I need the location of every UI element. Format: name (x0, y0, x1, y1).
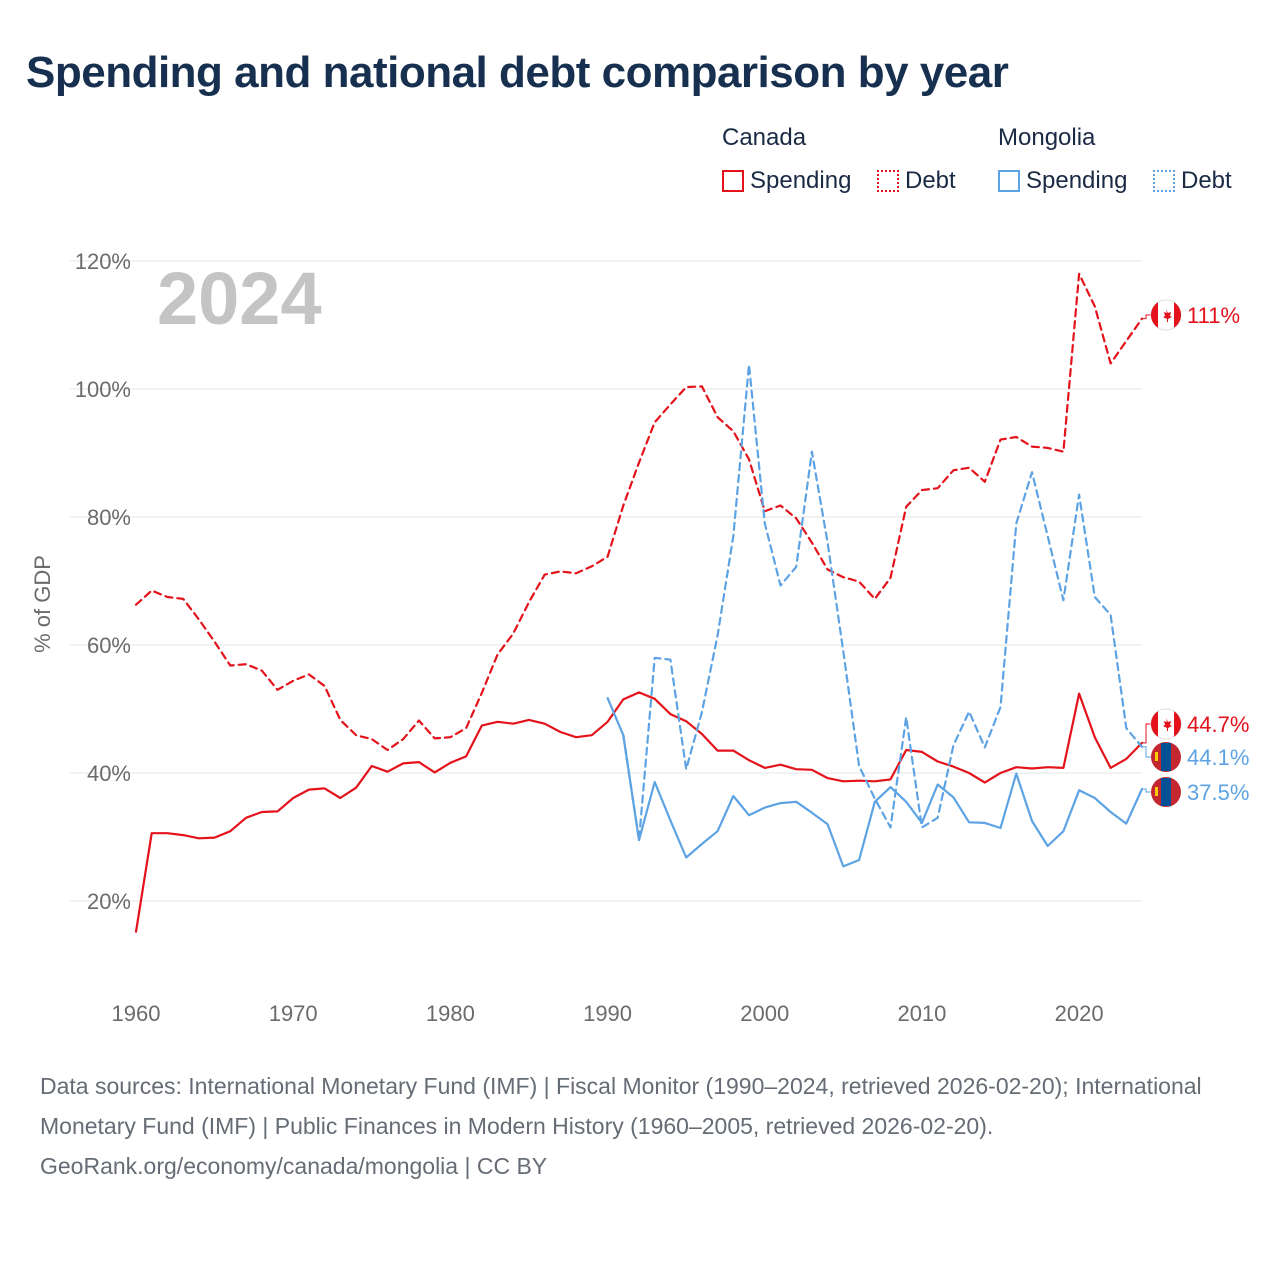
legend-group-mongolia: Mongolia (998, 124, 1096, 151)
legend-item-canada-debt[interactable]: Debt (877, 166, 956, 196)
x-tick-label: 1990 (583, 1001, 632, 1026)
y-tick-label: 60% (87, 633, 131, 658)
footer: Data sources: International Monetary Fun… (40, 1066, 1240, 1186)
y-tick-label: 100% (75, 377, 131, 402)
y-axis-label: % of GDP (30, 555, 55, 653)
series-line-mongolia_spending (606, 696, 1144, 868)
flag-band (1161, 778, 1171, 806)
maple-leaf-icon (1163, 309, 1172, 322)
series-lines (134, 272, 1144, 933)
end-value-label: 111% (1187, 303, 1240, 328)
y-tick-label: 40% (87, 761, 131, 786)
legend-swatch-solid-icon (722, 170, 744, 192)
gridlines (70, 260, 1142, 902)
legend-label: Debt (1181, 167, 1232, 194)
soyombo-icon (1155, 752, 1158, 761)
x-tick-label: 2000 (740, 1001, 789, 1026)
maple-leaf-icon (1163, 718, 1172, 731)
flag-band (1161, 743, 1171, 771)
x-tick-label: 1980 (426, 1001, 475, 1026)
flag-band (1151, 711, 1158, 737)
legend-group-canada: Canada (722, 124, 807, 151)
end-label-canada_spending: 44.7% (1142, 708, 1249, 744)
series-line-canada_spending (134, 691, 1144, 933)
y-tick-label: 20% (87, 889, 131, 914)
legend-item-mongolia-debt[interactable]: Debt (1153, 166, 1232, 196)
y-tick-label: 120% (75, 249, 131, 274)
credit-link[interactable]: GeoRank.org/economy/canada/mongolia | CC… (40, 1153, 548, 1179)
legend-swatch-dotted-icon (1153, 170, 1175, 192)
leader-line (1142, 723, 1151, 744)
end-value-label: 44.1% (1187, 745, 1249, 770)
leader-line (1142, 746, 1151, 758)
legend-label: Debt (905, 167, 956, 194)
flag-band (1174, 711, 1181, 737)
end-labels: 111% 44.7% 44.1% 37.5% (1142, 299, 1249, 807)
series-line-mongolia_debt (622, 363, 1144, 842)
chart-title: Spending and national debt comparison by… (26, 48, 1009, 97)
x-tick-label: 1970 (269, 1001, 318, 1026)
end-label-mongolia_spending: 37.5% (1142, 777, 1249, 807)
leader-line (1142, 314, 1151, 320)
x-tick-label: 2010 (897, 1001, 946, 1026)
end-value-label: 37.5% (1187, 780, 1249, 805)
end-value-label: 44.7% (1187, 712, 1249, 737)
series-line-canada_debt (134, 272, 1144, 752)
leader-line (1142, 788, 1151, 793)
legend-item-canada-spending[interactable]: Spending (722, 166, 851, 196)
x-axis-ticks: 1960 1970 1980 1990 2000 2010 2020 (112, 1001, 1104, 1026)
current-year-watermark: 2024 (157, 257, 322, 340)
flag-band (1174, 302, 1181, 328)
flag-band (1151, 302, 1158, 328)
data-sources: Data sources: International Monetary Fun… (40, 1073, 1202, 1139)
x-tick-label: 1960 (112, 1001, 161, 1026)
y-axis-ticks: 20% 40% 60% 80% 100% 120% (75, 249, 131, 914)
legend-label: Spending (750, 167, 852, 194)
end-label-mongolia_debt: 44.1% (1142, 742, 1249, 772)
legend-swatch-solid-icon (998, 170, 1020, 192)
line-chart: 2024 % of GDP 20%40%60%80%100%120% 1960 1… (30, 249, 1249, 1026)
soyombo-icon (1155, 787, 1158, 796)
x-tick-label: 2020 (1055, 1001, 1104, 1026)
legend-item-mongolia-spending[interactable]: Spending (998, 166, 1127, 196)
legend-swatch-dotted-icon (877, 170, 899, 192)
end-label-canada_debt: 111% (1142, 299, 1240, 331)
y-tick-label: 80% (87, 505, 131, 530)
legend-label: Spending (1026, 167, 1128, 194)
